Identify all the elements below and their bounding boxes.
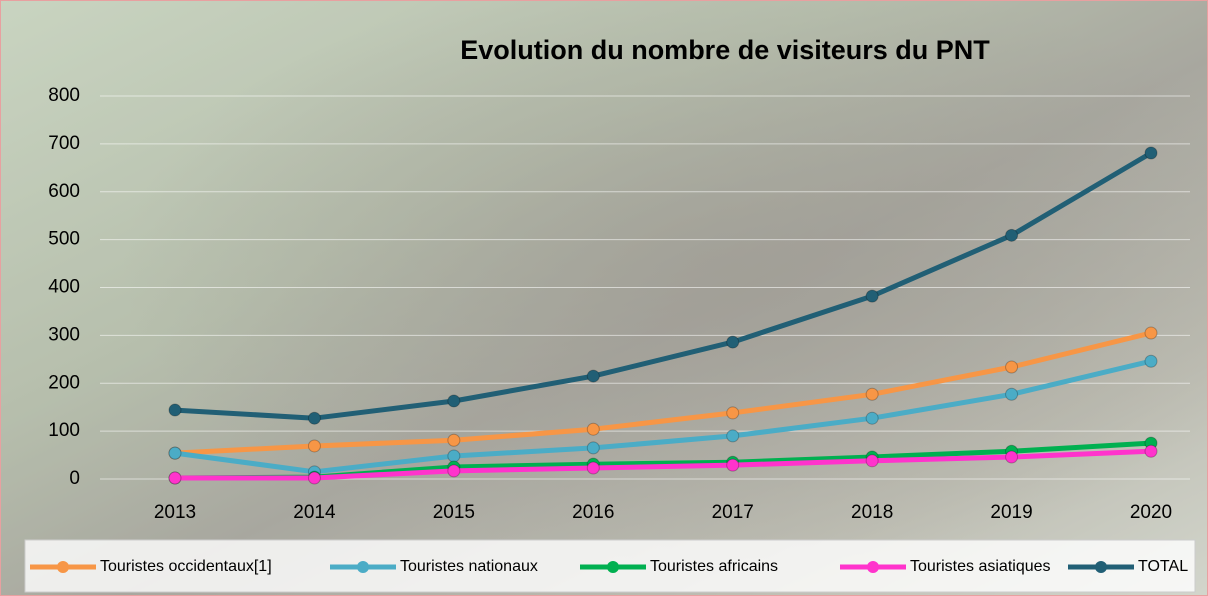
legend-marker	[1095, 561, 1107, 573]
y-tick-label: 300	[48, 324, 80, 345]
data-point	[727, 430, 739, 442]
chart: Evolution du nombre de visiteurs du PNT …	[0, 0, 1208, 596]
data-point	[1006, 229, 1018, 241]
data-point	[587, 423, 599, 435]
y-tick-label: 700	[48, 133, 80, 154]
data-point	[866, 455, 878, 467]
data-point	[1006, 388, 1018, 400]
data-point	[169, 447, 181, 459]
data-point	[587, 442, 599, 454]
y-tick-label: 100	[48, 420, 80, 441]
y-tick-label: 800	[48, 85, 80, 106]
data-point	[448, 450, 460, 462]
x-tick-label: 2014	[293, 502, 336, 523]
data-point	[727, 336, 739, 348]
data-point	[866, 412, 878, 424]
data-point	[308, 472, 320, 484]
x-tick-label: 2013	[154, 502, 196, 523]
data-point	[727, 407, 739, 419]
y-tick-label: 600	[48, 181, 80, 202]
y-tick-label: 400	[48, 277, 80, 298]
data-point	[866, 388, 878, 400]
legend-marker	[867, 561, 879, 573]
data-point	[448, 434, 460, 446]
data-point	[1145, 147, 1157, 159]
data-point	[308, 412, 320, 424]
chart-title: Evolution du nombre de visiteurs du PNT	[460, 35, 990, 65]
data-point	[1145, 445, 1157, 457]
legend-marker	[357, 561, 369, 573]
x-tick-label: 2020	[1130, 502, 1172, 523]
legend-label: Touristes occidentaux[1]	[100, 558, 272, 575]
data-point	[1006, 361, 1018, 373]
data-point	[727, 459, 739, 471]
data-point	[587, 462, 599, 474]
legend-label: Touristes nationaux	[400, 558, 538, 575]
data-point	[1145, 327, 1157, 339]
y-tick-label: 0	[69, 468, 80, 489]
legend-label: TOTAL	[1138, 558, 1188, 575]
x-tick-label: 2015	[433, 502, 475, 523]
data-point	[169, 472, 181, 484]
legend-marker	[607, 561, 619, 573]
x-tick-label: 2018	[851, 502, 893, 523]
legend-label: Touristes africains	[650, 558, 778, 575]
data-point	[1006, 451, 1018, 463]
legend-marker	[57, 561, 69, 573]
data-point	[308, 440, 320, 452]
x-tick-label: 2017	[712, 502, 754, 523]
legend-label: Touristes asiatiques	[910, 558, 1051, 575]
x-tick-label: 2019	[990, 502, 1032, 523]
data-point	[587, 370, 599, 382]
data-point	[866, 290, 878, 302]
data-point	[448, 395, 460, 407]
x-tick-label: 2016	[572, 502, 614, 523]
y-tick-label: 500	[48, 229, 80, 250]
y-tick-label: 200	[48, 372, 80, 393]
data-point	[448, 465, 460, 477]
data-point	[1145, 355, 1157, 367]
data-point	[169, 404, 181, 416]
